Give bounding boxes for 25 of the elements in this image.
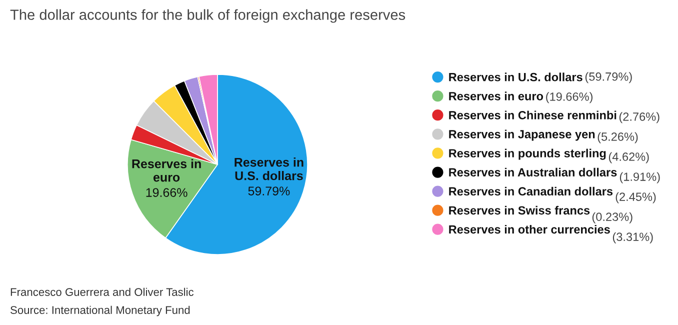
legend-label: Reserves in other currencies [449, 224, 610, 234]
text: 59.79% [248, 186, 290, 196]
source-note: Source: International Monetary Fund [10, 306, 190, 316]
chart-title: The dollar accounts for the bulk of foreign exchange reserves [10, 9, 406, 23]
slice-label: Reserves in U.S. dollars [234, 158, 304, 180]
data-label: (2.76%) [619, 112, 660, 124]
legend-label: Reserves in U.S. dollars [449, 72, 582, 82]
data-label: (3.31%) [612, 232, 653, 244]
legend-label: Reserves in Canadian dollars [449, 186, 613, 196]
data-label: (2.45%) [616, 192, 656, 204]
legend-label: Reserves in Chinese renminbi [449, 110, 616, 120]
data-label: (0.23%) [592, 212, 632, 224]
text: Francesco Guerrera and Oliver Taslic [10, 288, 194, 296]
legend-label: Reserves in Japanese yen [449, 130, 595, 141]
data-label: (1.91%) [620, 172, 660, 184]
slice-label: Reserves in euro [132, 159, 201, 182]
legend-label: Reserves in pounds sterling [449, 148, 606, 160]
legend-label: Reserves in Swiss francs [449, 206, 590, 215]
legend-label: Reserves in euro [449, 92, 544, 100]
data-label: (19.66%) [546, 92, 593, 104]
data-label: (4.62%) [608, 152, 649, 164]
legend-label: Reserves in Australian dollars [449, 168, 617, 177]
data-label: (5.26%) [598, 132, 638, 144]
data-label: (59.79%) [585, 72, 632, 84]
text: 19.66% [146, 188, 188, 197]
